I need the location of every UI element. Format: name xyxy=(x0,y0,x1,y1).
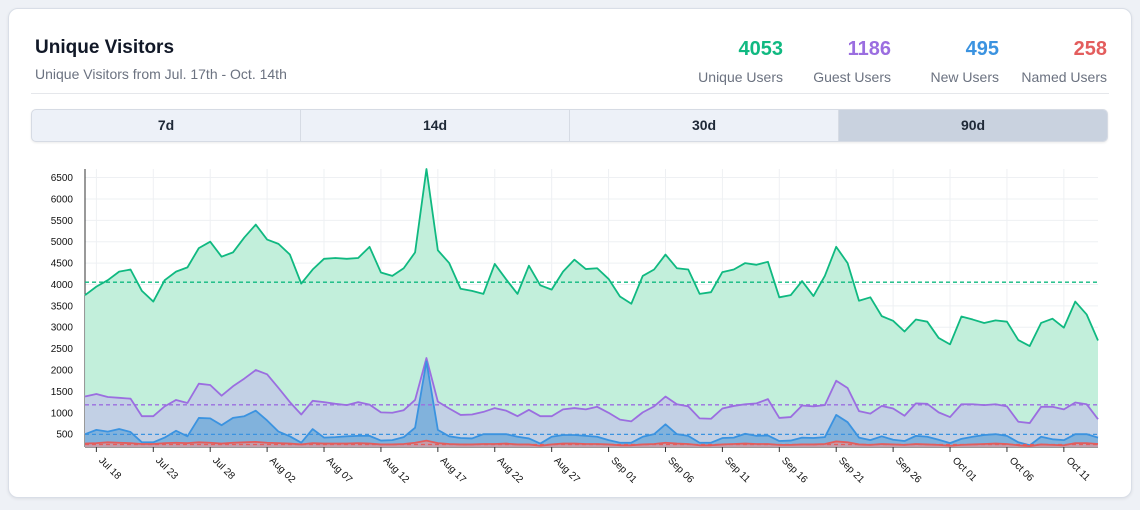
range-tabs: 7d 14d 30d 90d xyxy=(31,109,1108,142)
line-guest-users xyxy=(84,357,1099,424)
stat-label: Unique Users xyxy=(698,69,783,85)
stat-label: Guest Users xyxy=(813,69,891,85)
x-tick-label: Sep 11 xyxy=(722,455,752,485)
y-tick-label: 5500 xyxy=(51,216,74,227)
y-tick-label: 6500 xyxy=(51,173,74,184)
line-unique-users xyxy=(84,168,1099,347)
x-tick-label: Jul 28 xyxy=(210,455,237,482)
x-tick-label: Oct 11 xyxy=(1064,455,1092,483)
area-unique-users xyxy=(85,169,1098,447)
stat-guest-users: 1186 Guest Users xyxy=(813,37,891,85)
x-tick-label: Jul 18 xyxy=(96,455,123,482)
x-tick-label: Sep 21 xyxy=(836,455,866,485)
stat-new-users: 495 New Users xyxy=(931,37,999,85)
x-tick-label: Aug 17 xyxy=(438,455,468,485)
tab-7d[interactable]: 7d xyxy=(32,110,301,141)
x-tick-label: Jul 23 xyxy=(153,455,180,482)
stat-value: 1186 xyxy=(847,38,891,60)
x-tick-label: Aug 22 xyxy=(495,455,525,485)
x-tick-label: Sep 06 xyxy=(665,455,695,485)
area-new-users xyxy=(85,361,1098,447)
visitors-card: Unique Visitors Unique Visitors from Jul… xyxy=(8,8,1132,498)
y-tick-label: 4000 xyxy=(51,280,74,291)
stat-named-users: 258 Named Users xyxy=(1021,37,1107,85)
y-tick-label: 2000 xyxy=(51,366,74,377)
x-tick-label: Sep 16 xyxy=(779,455,809,485)
tab-90d[interactable]: 90d xyxy=(839,110,1107,141)
x-tick-label: Sep 01 xyxy=(608,455,638,485)
y-tick-label: 1000 xyxy=(51,408,74,419)
y-tick-label: 4500 xyxy=(51,259,74,270)
y-tick-label: 1500 xyxy=(51,387,74,398)
header-divider xyxy=(31,93,1109,94)
card-subtitle: Unique Visitors from Jul. 17th - Oct. 14… xyxy=(35,66,287,82)
stat-value: 4053 xyxy=(738,38,784,60)
x-tick-label: Oct 01 xyxy=(950,455,979,484)
x-tick-label: Oct 06 xyxy=(1007,455,1036,484)
x-tick-label: Aug 02 xyxy=(267,455,297,485)
card-title: Unique Visitors xyxy=(35,37,175,58)
stat-label: New Users xyxy=(930,69,999,85)
stat-value: 495 xyxy=(965,38,999,60)
y-tick-label: 3500 xyxy=(51,301,74,312)
x-tick-label: Aug 12 xyxy=(381,455,411,485)
line-new-users xyxy=(84,360,1099,447)
y-tick-label: 6000 xyxy=(51,194,74,205)
x-tick-label: Sep 26 xyxy=(893,455,923,485)
x-tick-label: Aug 27 xyxy=(552,455,582,485)
tab-14d[interactable]: 14d xyxy=(301,110,570,141)
stat-value: 258 xyxy=(1073,38,1107,60)
y-tick-label: 3000 xyxy=(51,323,74,334)
x-tick-label: Aug 07 xyxy=(324,455,354,485)
y-tick-label: 2500 xyxy=(51,344,74,355)
y-tick-label: 500 xyxy=(56,430,73,441)
stat-label: Named Users xyxy=(1021,69,1107,85)
stat-unique-users: 4053 Unique Users xyxy=(698,37,783,85)
visitors-chart: 500 1000 1500 2000 2500 3000 3500 4000 4500 5000 5… xyxy=(51,168,1099,486)
y-tick-label: 5000 xyxy=(51,237,74,248)
tab-30d[interactable]: 30d xyxy=(570,110,839,141)
